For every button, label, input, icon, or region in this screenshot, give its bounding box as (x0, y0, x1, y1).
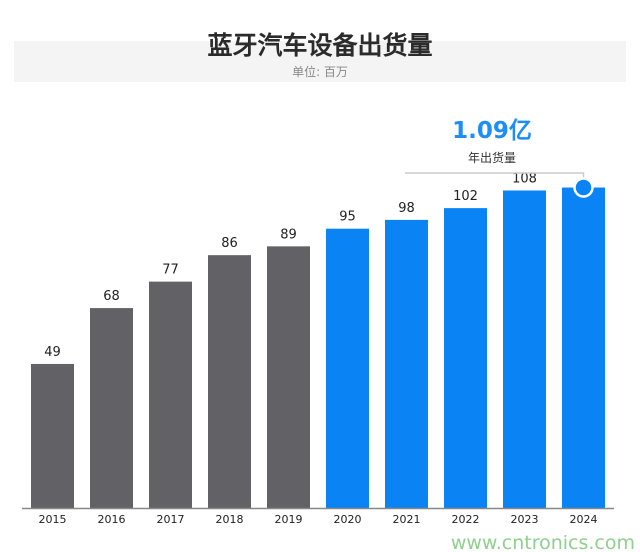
chart-subtitle: 单位: 百万 (292, 65, 348, 79)
bar-2018 (208, 255, 251, 508)
data-label-2023: 108 (512, 171, 537, 186)
chart-title: 蓝牙汽车设备出货量 (207, 31, 433, 60)
tick-label-2015: 2015 (39, 513, 67, 526)
data-label-2022: 102 (453, 189, 478, 204)
tick-label-2018: 2018 (216, 513, 244, 526)
annotation-bracket (405, 172, 585, 179)
annotation-marker (573, 177, 594, 198)
data-label-2020: 95 (339, 210, 356, 225)
tick-label-2022: 2022 (452, 513, 480, 526)
data-label-2019: 89 (280, 227, 297, 242)
bar-2017 (149, 281, 192, 508)
tick-label-2024: 2024 (570, 513, 598, 526)
data-label-2016: 68 (103, 289, 120, 304)
bar-2023 (503, 190, 546, 509)
bar-2024 (562, 187, 605, 509)
tick-label-2023: 2023 (511, 513, 539, 526)
tick-label-2016: 2016 (98, 513, 126, 526)
bar-2019 (267, 246, 310, 508)
title-band (14, 41, 626, 82)
tick-label-2020: 2020 (334, 513, 362, 526)
watermark: www.cntronics.com (451, 532, 635, 552)
annotation-label: 年出货量 (468, 150, 516, 165)
data-label-2018: 86 (221, 236, 238, 251)
data-label-2015: 49 (44, 345, 61, 360)
tick-label-2021: 2021 (393, 513, 421, 526)
data-label-2021: 98 (398, 201, 415, 216)
bar-2020 (326, 228, 369, 508)
tick-label-2019: 2019 (275, 513, 303, 526)
bar-2022 (444, 208, 487, 508)
bar-2021 (385, 219, 428, 508)
annotation-value: 1.09亿 (452, 118, 532, 144)
data-label-2017: 77 (162, 263, 179, 278)
bar-2015 (31, 363, 74, 508)
bar-2016 (90, 308, 133, 508)
tick-label-2017: 2017 (157, 513, 185, 526)
